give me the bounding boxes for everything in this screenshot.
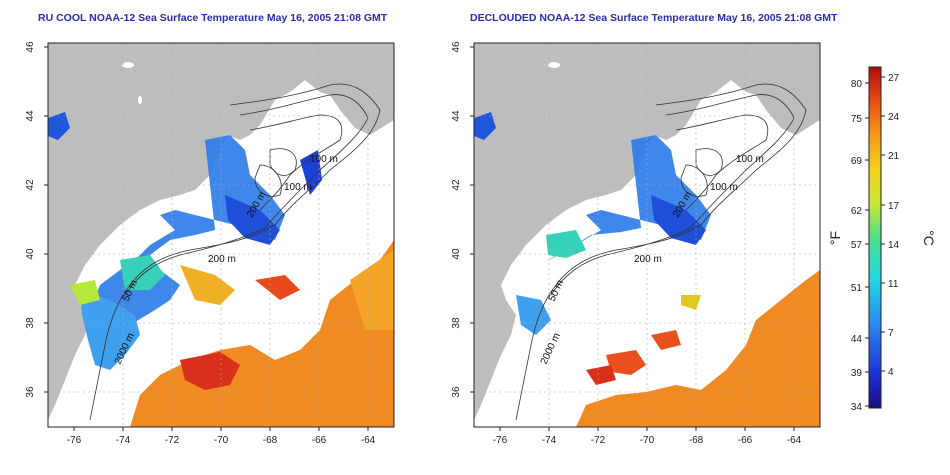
temperature-colorbar: 80 75 69 62 57 51 44 39 34 27 24 21 17 1…	[827, 66, 937, 413]
y-tick-label: 44	[451, 110, 462, 122]
bathymetry-contours	[89, 83, 381, 421]
fahrenheit-tick: 75	[851, 114, 863, 125]
sst-warm-water	[130, 240, 394, 427]
land-mass	[474, 43, 820, 420]
fahrenheit-tick: 51	[851, 283, 863, 294]
y-tick-label: 46	[25, 41, 36, 53]
fahrenheit-tick: 80	[851, 79, 863, 90]
celsius-unit-label: °C	[921, 230, 937, 246]
fahrenheit-tick: 57	[851, 240, 863, 251]
x-tick-label: -64	[361, 435, 376, 446]
graticule	[474, 43, 820, 427]
colorbar-gradient	[868, 66, 882, 409]
y-tick-label: 40	[451, 248, 462, 260]
celsius-tick: 7	[888, 328, 894, 339]
left-map-title: RU COOL NOAA-12 Sea Surface Temperature …	[38, 12, 388, 24]
y-tick-label: 44	[25, 110, 36, 122]
bathymetry-contours	[515, 83, 807, 421]
y-tick-label: 36	[451, 386, 462, 398]
right-sst-map: 100 m 100 m 200 m 200 m 50 m 2000 m -76 …	[451, 41, 821, 446]
graticule	[48, 43, 394, 427]
fahrenheit-tick: 39	[851, 368, 863, 379]
fahrenheit-tick: 44	[851, 334, 863, 345]
x-tick-label: -76	[67, 435, 82, 446]
land-mass	[48, 43, 394, 420]
x-tick-label: -70	[214, 435, 229, 446]
y-tick-label: 36	[25, 386, 36, 398]
contour-label: 200 m	[634, 254, 662, 265]
contour-label: 100 m	[736, 154, 764, 165]
x-tick-label: -72	[591, 435, 606, 446]
x-tick-label: -74	[116, 435, 131, 446]
right-map-title: DECLOUDED NOAA-12 Sea Surface Temperatur…	[470, 12, 838, 24]
celsius-tick: 17	[888, 201, 900, 212]
x-tick-label: -64	[787, 435, 802, 446]
x-tick-label: -66	[738, 435, 753, 446]
x-tick-label: -68	[263, 435, 278, 446]
celsius-tick: 24	[888, 112, 900, 123]
fahrenheit-tick: 62	[851, 206, 863, 217]
y-tick-label: 38	[451, 317, 462, 329]
celsius-tick: 4	[888, 367, 894, 378]
contour-label: 200 m	[208, 254, 236, 265]
sst-cold-water	[474, 112, 711, 335]
celsius-tick: 14	[888, 240, 900, 251]
y-tick-label: 38	[25, 317, 36, 329]
x-tick-label: -70	[640, 435, 655, 446]
x-tick-label: -68	[689, 435, 704, 446]
y-tick-label: 46	[451, 41, 462, 53]
y-tick-label: 42	[451, 179, 462, 191]
fahrenheit-tick: 34	[851, 402, 863, 413]
contour-label: 100 m	[284, 182, 312, 193]
y-tick-label: 40	[25, 248, 36, 260]
celsius-tick: 21	[888, 151, 900, 162]
left-sst-map: 100 m 100 m 200 m 200 m 50 m 2000 m -76 …	[25, 41, 395, 446]
celsius-tick: 27	[888, 73, 900, 84]
x-tick-label: -76	[493, 435, 508, 446]
celsius-tick: 11	[888, 279, 899, 290]
fahrenheit-unit-label: °F	[827, 231, 843, 245]
contour-label: 100 m	[710, 182, 738, 193]
fahrenheit-tick: 69	[851, 156, 863, 167]
x-tick-label: -72	[165, 435, 180, 446]
x-tick-label: -66	[312, 435, 327, 446]
sst-warm-water	[576, 270, 820, 427]
y-tick-label: 42	[25, 179, 36, 191]
x-tick-label: -74	[542, 435, 557, 446]
contour-label: 100 m	[310, 154, 338, 165]
